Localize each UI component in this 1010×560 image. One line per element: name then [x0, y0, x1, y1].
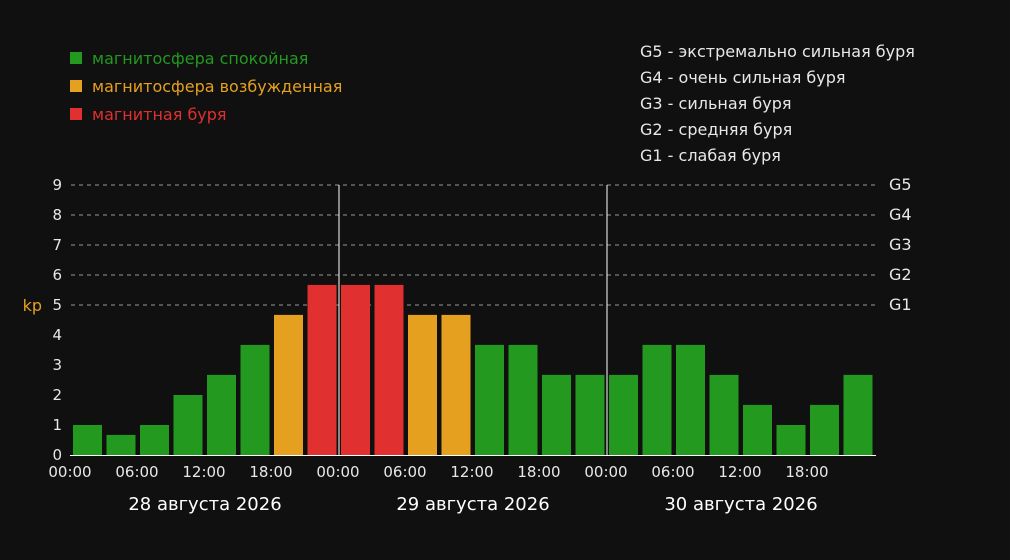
bar-1 [106, 434, 136, 455]
day-label: 28 августа 2026 [128, 494, 281, 515]
bar-4 [207, 374, 236, 455]
bar-20 [743, 404, 772, 455]
bar-13 [508, 344, 538, 455]
right-tick-label-g5: G5 [889, 175, 912, 194]
storm-level-g2: G2 - средняя буря [640, 120, 793, 139]
y-tick-label: 6 [52, 266, 62, 284]
day-label: 29 августа 2026 [396, 494, 549, 515]
right-tick-label-g3: G3 [889, 235, 912, 254]
legend-item-quiet: магнитосфера спокойная [70, 44, 342, 72]
bar-15 [575, 374, 605, 455]
bar-5 [240, 344, 270, 455]
bar-7 [307, 284, 337, 455]
bar-8 [341, 284, 370, 455]
bar-10 [408, 314, 437, 455]
legend-label-active: магнитосфера возбужденная [92, 76, 343, 96]
bar-17 [642, 344, 672, 455]
bar-23 [843, 374, 873, 455]
y-tick-label: 9 [52, 176, 62, 194]
storm-level-g5: G5 - экстремально сильная буря [640, 42, 915, 61]
y-tick-label: 7 [52, 236, 62, 254]
storm-level-legend: G5 - экстремально сильная буря G4 - очен… [640, 43, 915, 173]
bar-3 [173, 395, 203, 455]
bar-19 [709, 374, 739, 455]
legend-swatch-active [70, 80, 82, 92]
x-tick-label: 00:00 [48, 463, 91, 481]
storm-level-g3: G3 - сильная буря [640, 94, 792, 113]
storm-level-g4: G4 - очень сильная буря [640, 68, 846, 87]
x-tick-label: 18:00 [785, 463, 828, 481]
x-tick-label: 00:00 [316, 463, 359, 481]
day-label: 30 августа 2026 [664, 494, 817, 515]
legend-swatch-quiet [70, 52, 82, 64]
y-tick-label: 0 [52, 446, 62, 464]
bar-6 [274, 314, 303, 455]
x-tick-label: 18:00 [249, 463, 292, 481]
bar-12 [475, 344, 504, 455]
y-tick-label: 5 [52, 296, 62, 314]
y-tick-label: 3 [52, 356, 62, 374]
storm-level-g1: G1 - слабая буря [640, 146, 781, 165]
bar-18 [676, 344, 705, 455]
bar-11 [441, 314, 471, 455]
legend-item-active: магнитосфера возбужденная [70, 72, 342, 100]
bar-0 [73, 425, 102, 455]
y-tick-label: 8 [52, 206, 62, 224]
x-tick-label: 12:00 [450, 463, 493, 481]
y-tick-label: 4 [52, 326, 62, 344]
right-tick-label-g4: G4 [889, 205, 912, 224]
bar-21 [776, 425, 806, 455]
bar-9 [374, 284, 404, 455]
x-tick-label: 06:00 [115, 463, 158, 481]
right-tick-label-g1: G1 [889, 295, 912, 314]
x-tick-label: 12:00 [718, 463, 761, 481]
chart-legend: магнитосфера спокойная магнитосфера возб… [70, 44, 342, 128]
y-tick-label: 2 [52, 386, 62, 404]
bar-22 [810, 404, 839, 455]
legend-swatch-storm [70, 108, 82, 120]
y-tick-label: 1 [52, 416, 62, 434]
legend-label-quiet: магнитосфера спокойная [92, 48, 309, 68]
bar-16 [609, 374, 638, 455]
x-tick-label: 18:00 [517, 463, 560, 481]
bar-14 [542, 374, 571, 455]
x-tick-label: 12:00 [182, 463, 225, 481]
y-axis-label: kp [23, 296, 42, 315]
bar-2 [140, 425, 169, 455]
legend-item-storm: магнитная буря [70, 100, 342, 128]
legend-label-storm: магнитная буря [92, 104, 227, 124]
x-tick-label: 06:00 [651, 463, 694, 481]
x-tick-label: 06:00 [383, 463, 426, 481]
right-tick-label-g2: G2 [889, 265, 912, 284]
x-tick-label: 00:00 [584, 463, 627, 481]
